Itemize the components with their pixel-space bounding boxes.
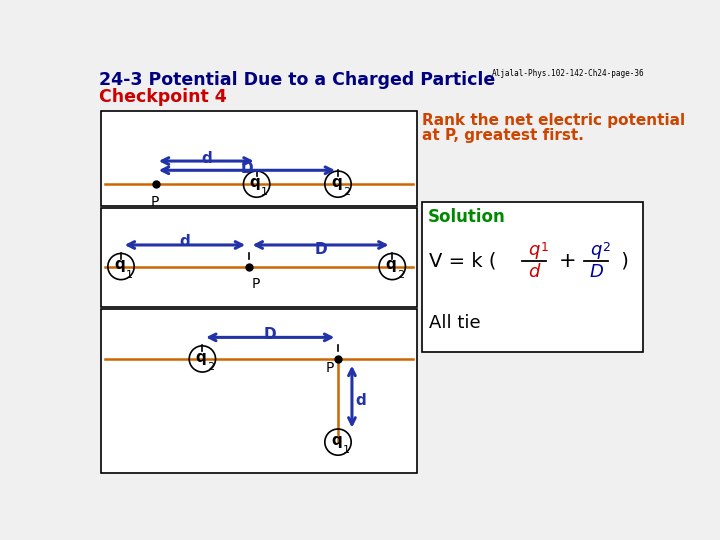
Text: q: q bbox=[331, 175, 342, 190]
Text: q: q bbox=[590, 241, 602, 259]
Text: D: D bbox=[589, 263, 603, 281]
Text: 1: 1 bbox=[126, 269, 132, 280]
Text: Rank the net electric potential: Rank the net electric potential bbox=[422, 112, 685, 127]
Text: d: d bbox=[201, 151, 212, 166]
Text: D: D bbox=[264, 327, 276, 342]
Text: q: q bbox=[528, 241, 540, 259]
Text: 2: 2 bbox=[602, 241, 610, 254]
Text: D: D bbox=[314, 241, 327, 256]
Text: q: q bbox=[114, 258, 125, 273]
Text: 2: 2 bbox=[343, 187, 350, 197]
Text: P: P bbox=[150, 195, 158, 209]
Text: V = k (: V = k ( bbox=[429, 252, 503, 271]
Text: P: P bbox=[252, 278, 261, 291]
Text: at P, greatest first.: at P, greatest first. bbox=[422, 128, 584, 143]
Text: D: D bbox=[240, 161, 253, 177]
Text: d: d bbox=[179, 234, 190, 249]
Text: P: P bbox=[325, 361, 334, 375]
Text: q: q bbox=[195, 350, 206, 365]
Text: ): ) bbox=[616, 252, 629, 271]
Text: Aljalal-Phys.102-142-Ch24-page-36: Aljalal-Phys.102-142-Ch24-page-36 bbox=[492, 70, 644, 78]
Bar bbox=[101, 208, 417, 307]
Text: Checkpoint 4: Checkpoint 4 bbox=[99, 88, 227, 106]
Text: +: + bbox=[559, 251, 577, 271]
Text: 1: 1 bbox=[343, 445, 350, 455]
Text: 2: 2 bbox=[207, 362, 214, 372]
Bar bbox=[101, 111, 417, 206]
Text: d: d bbox=[355, 393, 366, 408]
Text: All tie: All tie bbox=[429, 314, 481, 332]
Text: 1: 1 bbox=[540, 241, 548, 254]
Text: 24-3 Potential Due to a Charged Particle: 24-3 Potential Due to a Charged Particle bbox=[99, 71, 495, 89]
Bar bbox=[101, 309, 417, 473]
Text: 2: 2 bbox=[397, 269, 404, 280]
Text: 1: 1 bbox=[261, 187, 269, 197]
Text: q: q bbox=[250, 175, 261, 190]
Text: q: q bbox=[385, 258, 396, 273]
Text: Solution: Solution bbox=[428, 208, 505, 226]
Bar bbox=[422, 202, 644, 352]
Text: d: d bbox=[528, 263, 540, 281]
Text: q: q bbox=[331, 433, 342, 448]
